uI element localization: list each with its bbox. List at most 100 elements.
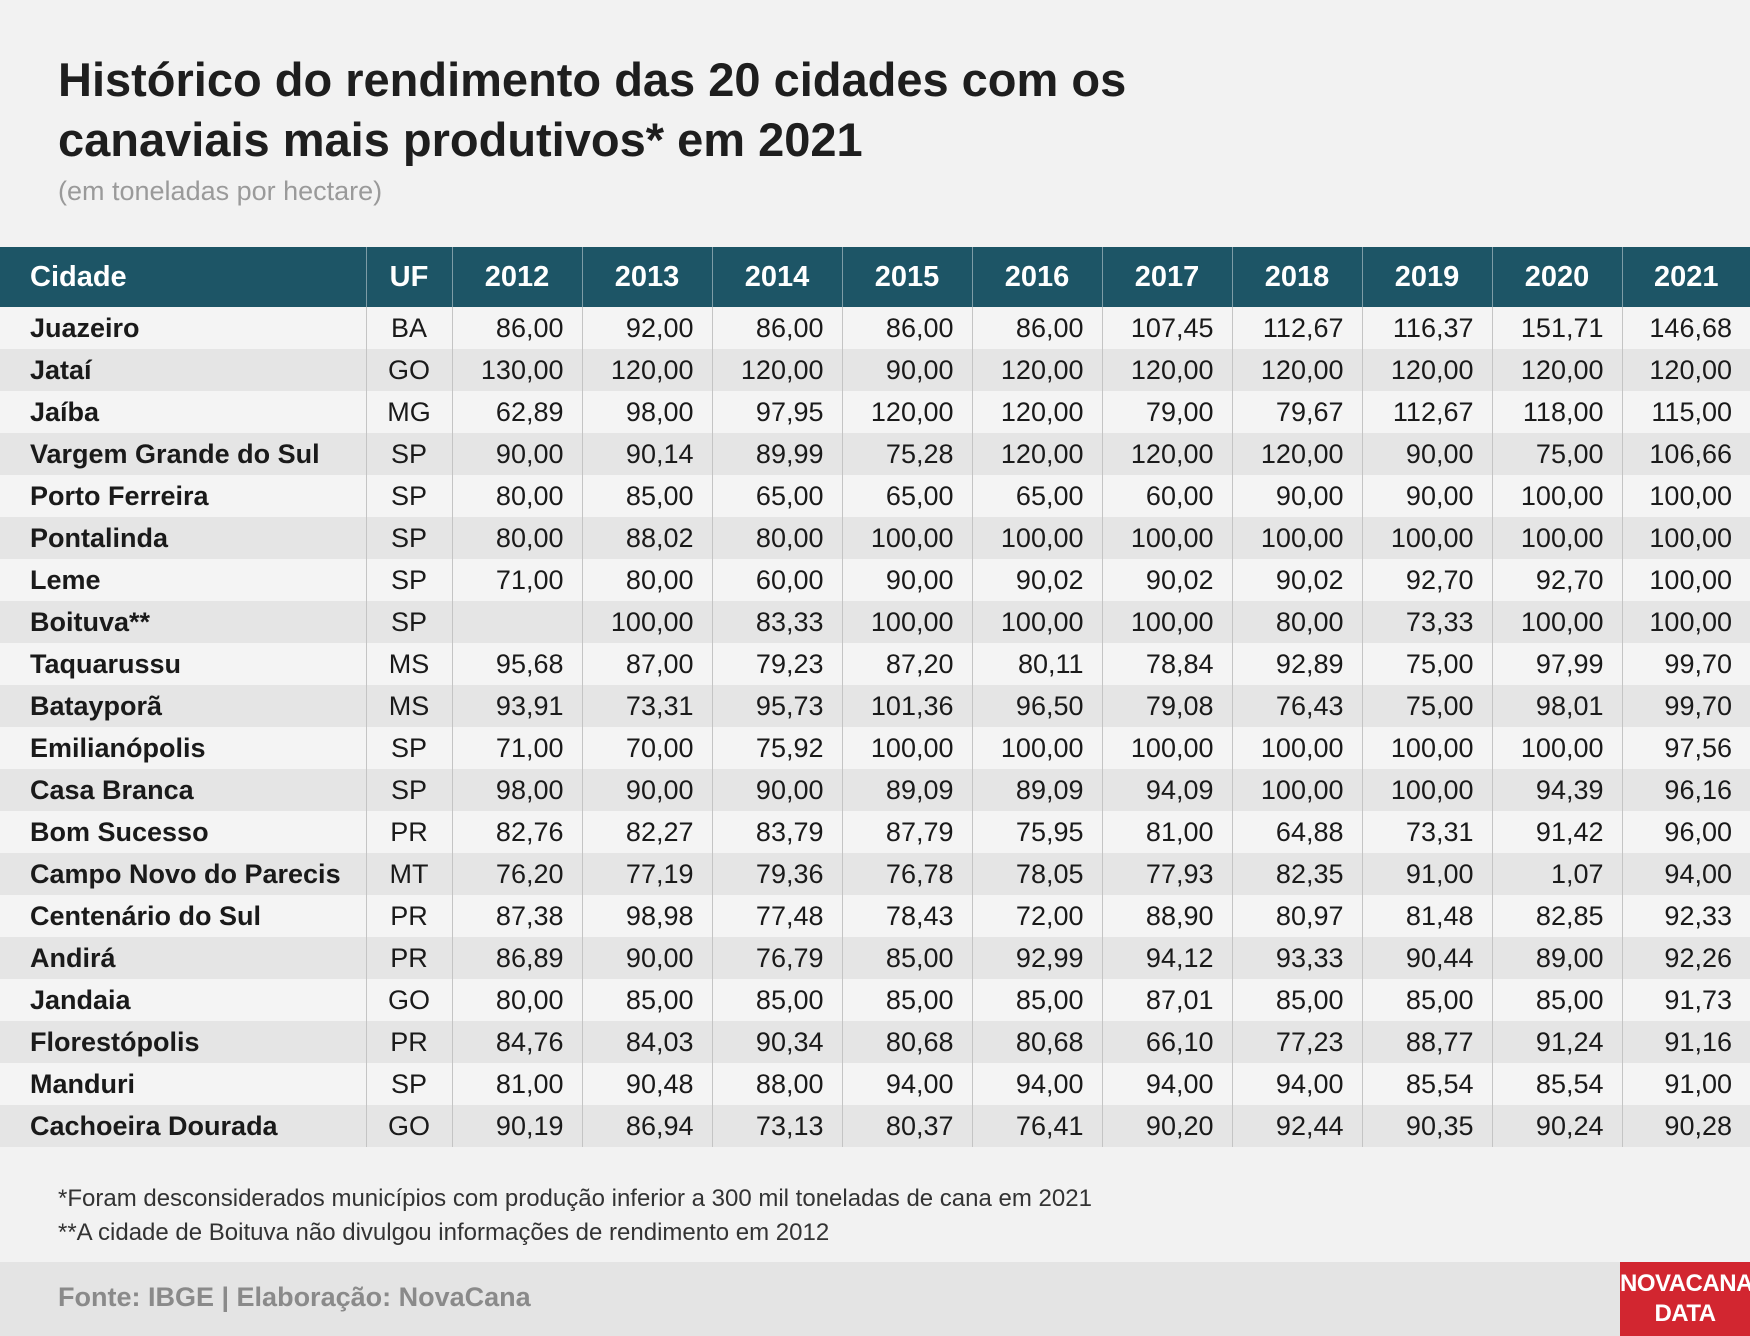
city-cell: Juazeiro [0,307,367,349]
yield-cell: 120,00 [1102,349,1233,391]
yield-cell: 146,68 [1649,312,1732,343]
yield-cell: 120,00 [972,391,1103,433]
yield-cell: 85,00 [972,979,1103,1021]
table-row: Taquarussu MS 95,68 87,00 79,23 87,20 80,11 78,… [0,643,1750,685]
state-cell: BA [366,307,453,349]
yield-cell: 94,00 [972,1063,1103,1105]
column-header-5: 2015 [842,247,973,307]
yield-cell: 90,00 [712,769,843,811]
table-row: Jandaia GO 80,00 85,00 85,00 85,00 85,00 87,01 8… [0,979,1750,1021]
table-row: Boituva** SP 100,00 83,33 100,00 100,00 100,00… [0,601,1750,643]
yield-cell: 100,00 [1649,606,1732,637]
table-row: Vargem Grande do Sul SP 90,00 90,14 89,99 75,… [0,433,1750,475]
yield-cell: 76,41 [972,1105,1103,1147]
yield-cell: 88,00 [712,1063,843,1105]
yield-cell: 79,00 [1102,391,1233,433]
table-row: Leme SP 71,00 80,00 60,00 90,00 90,02 90,02 90,0… [0,559,1750,601]
yield-cell: 107,45 [1102,307,1233,349]
yield-cell: 81,48 [1362,895,1493,937]
yield-cell: 78,43 [842,895,973,937]
state-cell: MS [366,685,453,727]
yield-cell: 100,00 [1492,517,1623,559]
column-header-3: 2013 [582,247,713,307]
yield-cell: 60,00 [1102,475,1233,517]
yield-cell: 89,99 [712,433,843,475]
column-header-6: 2016 [972,247,1103,307]
city-cell: Florestópolis [0,1021,367,1063]
column-header-2: 2012 [452,247,583,307]
yield-cell: 115,00 [1651,396,1732,427]
city-cell: Leme [0,559,367,601]
yield-cell: 100,00 [1492,475,1623,517]
table-row: Juazeiro BA 86,00 92,00 86,00 86,00 86,00 107,4… [0,307,1750,349]
yield-cell: 65,00 [712,475,843,517]
column-header-1: UF [366,247,453,307]
yield-cell: 89,00 [1492,937,1623,979]
state-cell: SP [366,433,453,475]
yield-cell: 88,02 [582,517,713,559]
yield-cell: 100,00 [1649,480,1732,511]
yield-cell: 85,00 [582,979,713,1021]
yield-cell: 73,31 [1362,811,1493,853]
column-header-7: 2017 [1102,247,1233,307]
yield-cell: 77,23 [1232,1021,1363,1063]
yield-cell: 92,70 [1492,559,1623,601]
yield-cell: 100,00 [1232,517,1363,559]
city-cell: Batayporã [0,685,367,727]
yield-cell: 79,67 [1232,391,1363,433]
state-cell: PR [366,937,453,979]
yield-cell: 106,66 [1649,438,1732,469]
yield-cell: 120,00 [1649,354,1732,385]
yield-cell: 95,68 [452,643,583,685]
yield-cell: 87,79 [842,811,973,853]
yield-cell: 83,33 [712,601,843,643]
yield-cell: 85,00 [842,937,973,979]
yield-cell: 90,00 [582,769,713,811]
yield-cell: 91,16 [1664,1026,1732,1057]
yield-cell: 76,43 [1232,685,1363,727]
yield-cell: 90,14 [582,433,713,475]
table-row: Cachoeira Dourada GO 90,19 86,94 73,13 80,37 7… [0,1105,1750,1147]
yield-cell: 98,01 [1492,685,1623,727]
yield-cell: 82,35 [1232,853,1363,895]
footer-bar: Fonte: IBGE | Elaboração: NovaCana NOVAC… [0,1262,1750,1336]
city-cell: Boituva** [0,601,367,643]
yield-cell: 71,00 [452,559,583,601]
yield-cell: 85,54 [1492,1063,1623,1105]
yield-cell: 80,68 [842,1021,973,1063]
yield-cell: 86,94 [582,1105,713,1147]
yield-cell: 92,33 [1664,900,1732,931]
yield-cell: 80,97 [1232,895,1363,937]
city-cell: Porto Ferreira [0,475,367,517]
yield-cell: 81,00 [452,1063,583,1105]
city-cell: Jandaia [0,979,367,1021]
yield-cell [452,601,583,643]
yield-cell: 85,00 [842,979,973,1021]
yield-cell: 85,00 [1362,979,1493,1021]
city-cell: Pontalinda [0,517,367,559]
city-cell: Taquarussu [0,643,367,685]
yield-cell: 80,00 [452,979,583,1021]
yield-cell: 90,00 [1362,475,1493,517]
yield-cell: 90,35 [1362,1105,1493,1147]
yield-cell: 100,00 [1362,769,1493,811]
state-cell: SP [366,727,453,769]
yield-cell: 130,00 [452,349,583,391]
yield-cell: 86,00 [972,307,1103,349]
state-cell: PR [366,895,453,937]
yield-cell: 90,02 [972,559,1103,601]
yield-cell: 73,33 [1362,601,1493,643]
city-cell: Manduri [0,1063,367,1105]
yield-cell: 1,07 [1492,853,1623,895]
yield-cell: 85,00 [712,979,843,1021]
yield-cell: 92,89 [1232,643,1363,685]
yield-cell: 90,24 [1492,1105,1623,1147]
yield-cell: 120,00 [842,391,973,433]
yield-cell: 96,16 [1664,774,1732,805]
yield-cell: 100,00 [1492,601,1623,643]
state-cell: MG [366,391,453,433]
yield-cell: 80,00 [582,559,713,601]
yield-cell: 86,00 [452,307,583,349]
table-row: Jaíba MG 62,89 98,00 97,95 120,00 120,00 79,00 7… [0,391,1750,433]
table-row: Batayporã MS 93,91 73,31 95,73 101,36 96,50 79,… [0,685,1750,727]
